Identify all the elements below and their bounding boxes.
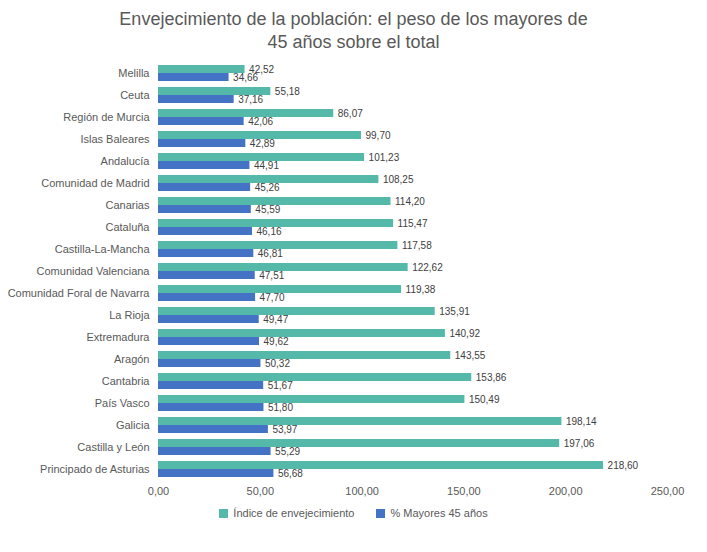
svg-text:47,70: 47,70 [260,292,285,303]
svg-text:108,25: 108,25 [383,174,414,185]
svg-text:198,14: 198,14 [566,416,597,427]
svg-text:37,16: 37,16 [238,94,263,105]
svg-text:42,52: 42,52 [249,63,275,75]
svg-text:La Rioja: La Rioja [109,309,150,321]
svg-text:250,00: 250,00 [651,485,685,497]
svg-text:Ceuta: Ceuta [120,89,150,101]
svg-text:44,91: 44,91 [254,160,279,171]
svg-text:50,00: 50,00 [247,485,275,497]
svg-text:Extremadura: Extremadura [87,331,151,343]
svg-text:140,92: 140,92 [449,328,480,339]
svg-text:119,38: 119,38 [406,284,436,295]
svg-text:Aragón: Aragón [114,353,149,365]
svg-text:Melilla: Melilla [118,67,150,79]
svg-text:Islas Baleares: Islas Baleares [80,133,150,145]
svg-text:42,06: 42,06 [248,116,273,127]
svg-text:197,06: 197,06 [564,438,595,449]
svg-text:46,16: 46,16 [256,226,281,237]
svg-text:Comunidad Foral de Navarra: Comunidad Foral de Navarra [8,287,151,299]
svg-text:Región de Murcia: Región de Murcia [63,111,150,123]
svg-text:Canarias: Canarias [105,199,150,211]
svg-text:45,59: 45,59 [255,204,280,215]
svg-text:117,58: 117,58 [402,240,432,251]
svg-text:153,86: 153,86 [476,372,507,383]
svg-text:49,47: 49,47 [263,314,288,325]
svg-text:135,91: 135,91 [439,306,470,317]
svg-text:País Vasco: País Vasco [95,397,150,409]
svg-text:101,23: 101,23 [369,152,400,163]
svg-text:150,49: 150,49 [469,394,500,405]
svg-text:Comunidad de Madrid: Comunidad de Madrid [41,177,149,189]
svg-text:Castilla-La-Mancha: Castilla-La-Mancha [55,243,151,255]
svg-text:50,32: 50,32 [265,358,290,369]
svg-text:200,00: 200,00 [549,485,583,497]
svg-text:55,29: 55,29 [275,446,300,457]
svg-text:115,47: 115,47 [398,218,428,229]
svg-text:56,68: 56,68 [278,468,303,479]
svg-text:100,00: 100,00 [345,485,379,497]
svg-text:42,89: 42,89 [250,138,275,149]
svg-text:51,67: 51,67 [268,380,293,391]
svg-text:34,66: 34,66 [233,72,258,83]
svg-text:46,81: 46,81 [258,248,283,259]
html-text:% Mayores 45 años: % Mayores 45 años [390,507,488,519]
svg-text:Andalucía: Andalucía [101,155,151,167]
svg-text:53,97: 53,97 [272,424,297,435]
svg-text:55,18: 55,18 [275,86,300,97]
svg-text:86,07: 86,07 [338,108,363,119]
svg-text:45,26: 45,26 [255,182,280,193]
svg-text:114,20: 114,20 [395,196,425,207]
svg-text:122,62: 122,62 [412,262,443,273]
html-text:Envejecimiento de la población: Envejecimiento de la población: el peso … [119,9,588,52]
svg-text:Comunidad Valenciana: Comunidad Valenciana [37,265,151,277]
svg-text:150,00: 150,00 [447,485,481,497]
svg-text:Galicia: Galicia [116,419,151,431]
svg-text:218,60: 218,60 [608,460,639,471]
html-text:Índice de envejecimiento: Índice de envejecimiento [233,507,355,519]
svg-text:99,70: 99,70 [365,130,390,141]
svg-text:143,55: 143,55 [455,350,486,361]
svg-text:Castilla y León: Castilla y León [77,441,149,453]
svg-text:Principado de Asturias: Principado de Asturias [40,463,150,475]
svg-text:51,80: 51,80 [268,402,293,413]
svg-text:Cantabria: Cantabria [102,375,151,387]
svg-text:0,00: 0,00 [148,485,169,497]
svg-text:Cataluña: Cataluña [105,221,150,233]
svg-text:47,51: 47,51 [259,270,284,281]
svg-text:49,62: 49,62 [264,336,289,347]
